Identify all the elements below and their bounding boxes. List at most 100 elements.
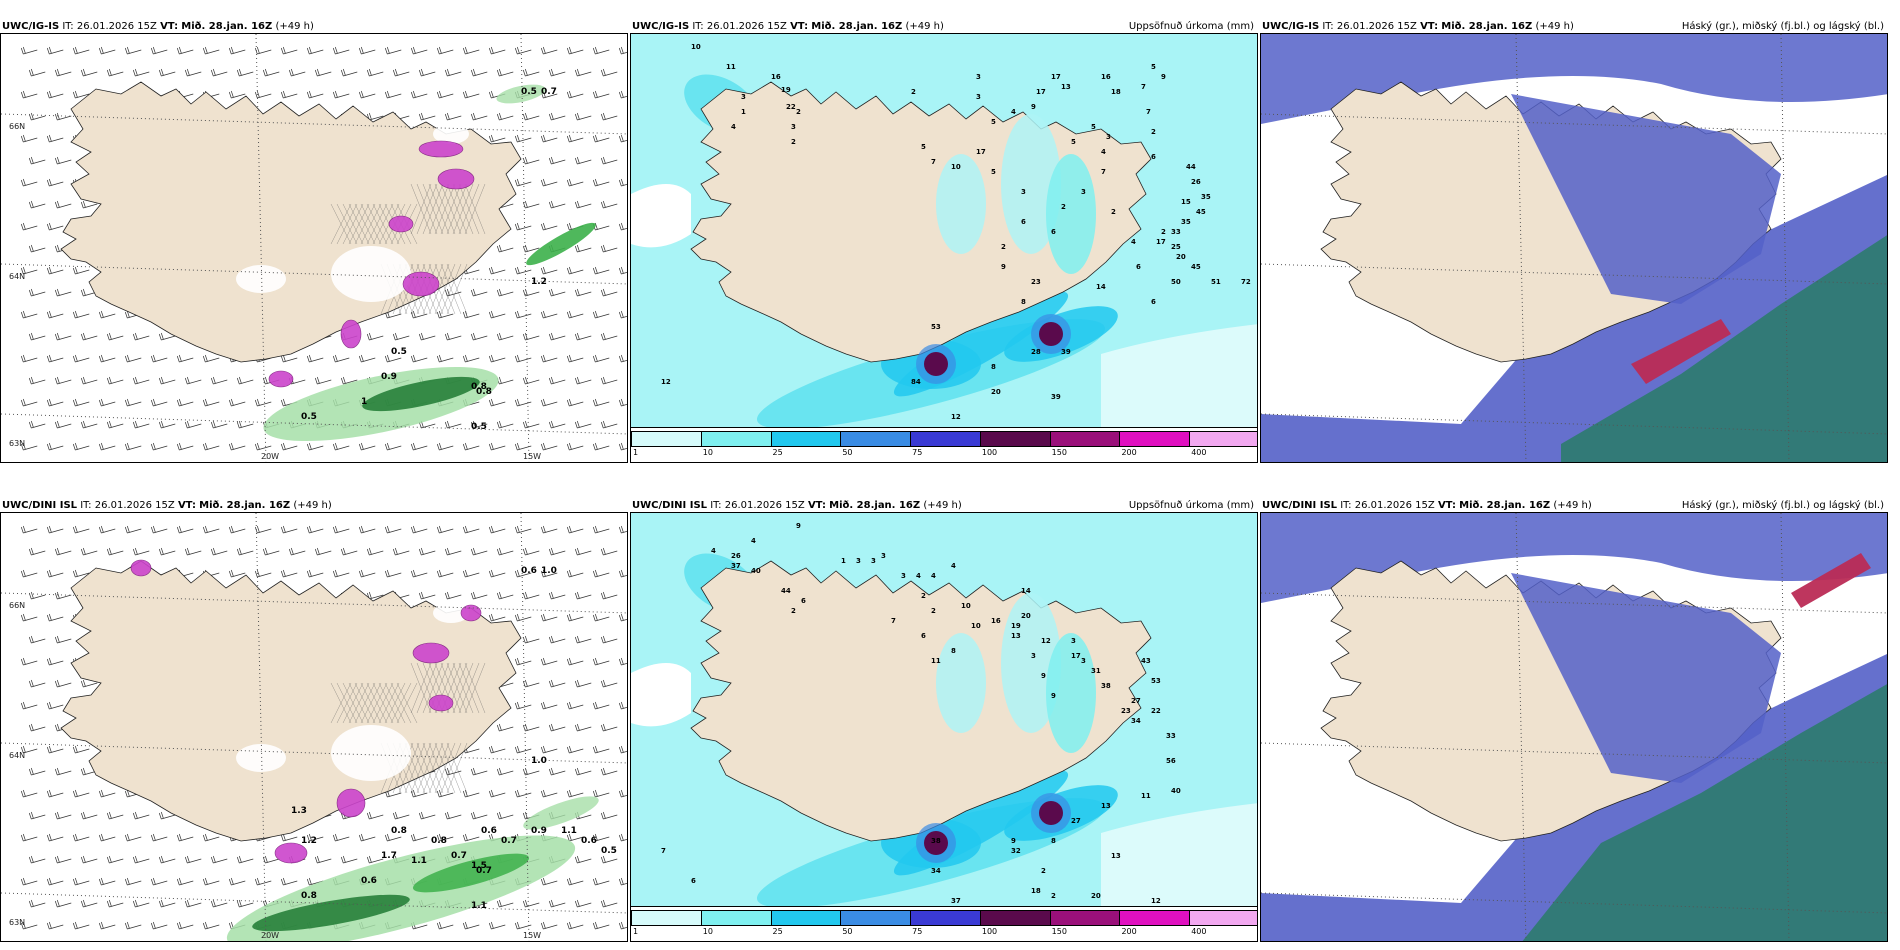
wind-barb: [254, 398, 272, 407]
wind-barb: [592, 613, 610, 622]
precip-value-label: 3: [1081, 657, 1086, 665]
precip-band: [936, 154, 986, 254]
wind-barb: [470, 420, 488, 429]
panel-wind-bottom: UWC/DINI ISL IT: 26.01.2026 15Z VT: Mið.…: [0, 497, 628, 942]
wind-barb: [540, 222, 558, 231]
wind-barb: [548, 635, 566, 644]
colorbar-swatches: [631, 910, 1257, 926]
precip-value-label: 5: [991, 118, 996, 126]
wind-barb: [488, 354, 506, 363]
wind-barb: [600, 332, 618, 341]
glacier: [433, 124, 469, 144]
wind-barb: [462, 921, 480, 930]
wind-map[interactable]: 66N 64N 63N 20W 15W 0.5 0.7 0.8 0.9 0.5 0.8 1 0.5 0.5…: [0, 33, 628, 463]
snow-area: [437, 168, 475, 190]
wind-barb: [28, 723, 46, 732]
wind-barb: [98, 46, 116, 55]
precip-value-label: 0.8: [391, 826, 407, 836]
precip-value-label: 1.0: [531, 756, 547, 766]
wind-barb: [384, 442, 402, 451]
wind-barb: [436, 310, 454, 319]
hatch-line: [416, 183, 438, 235]
precip-value-label: 10: [691, 43, 701, 51]
precip-value-label: 3: [1021, 188, 1026, 196]
graticule-line: [1261, 742, 1887, 764]
wind-barb: [618, 90, 627, 99]
hatch-line: [378, 682, 400, 724]
hatch-line: [396, 682, 418, 724]
graticule-label: 66N: [9, 122, 25, 131]
colorbar-tick: 25: [772, 927, 783, 936]
wind-barb: [436, 46, 454, 55]
colorbar-tick: 25: [772, 448, 783, 457]
cloud-map[interactable]: [1260, 33, 1888, 463]
wind-barb: [176, 877, 194, 886]
wind-barb: [600, 156, 618, 165]
wind-barb: [444, 811, 462, 820]
wind-barb: [540, 525, 558, 534]
precip-map[interactable]: 10 11 16 19 22 3 1 4 3 2 2 2 3 3 5 4 9 17 17 13 16 18 7 5 9 7 2 6 4 7…: [630, 33, 1258, 463]
wind-barb: [254, 442, 272, 451]
wind-barb: [540, 877, 558, 886]
wind-barb: [98, 442, 116, 451]
precip-value-label: 4: [731, 123, 736, 131]
precip-map[interactable]: 9 4 4 26 40 37 44 6 2 1 3 3 3 3 4 4 4 2 2 7 6 8 11 10 10 16 19 20 14…: [630, 512, 1258, 942]
wind-barb: [470, 547, 488, 556]
hatch-line: [330, 682, 352, 724]
graticule-line: [1261, 263, 1887, 285]
wind-barb: [306, 569, 324, 578]
hatch-line: [348, 682, 370, 724]
cloud-map[interactable]: [1260, 512, 1888, 942]
wind-barb: [592, 134, 610, 143]
precip-value-label: 53: [1151, 677, 1161, 685]
precip-value-label: 39: [1061, 348, 1071, 356]
colorbar-tick: 75: [912, 927, 923, 936]
hatch-line: [390, 682, 412, 724]
precip-value-label: 2: [1161, 228, 1166, 236]
wind-barb: [540, 745, 558, 754]
wind-barb: [46, 525, 64, 534]
wind-barb: [496, 899, 514, 908]
precip-value-label: 2: [921, 592, 926, 600]
wind-barb: [496, 723, 514, 732]
wind-barb: [574, 767, 592, 776]
wind-barb: [98, 354, 116, 363]
wind-barb: [496, 244, 514, 253]
wind-barb: [358, 569, 376, 578]
wind-barb: [54, 811, 72, 820]
wind-barb: [28, 547, 46, 556]
wind-barb: [20, 833, 38, 842]
wind-barb: [80, 200, 98, 209]
wind-barb: [124, 398, 142, 407]
wind-map[interactable]: 66N 64N 63N 20W 15W 0.6 1.0 1.5 1.7 0.8 0.7 0.6 0.8 1…: [0, 512, 628, 942]
precip-value-label: 8: [991, 363, 996, 371]
hatch-line: [360, 682, 382, 724]
wind-barb: [54, 112, 72, 121]
wind-barb: [314, 855, 332, 864]
wind-barb: [410, 46, 428, 55]
wind-barb: [574, 68, 592, 77]
wind-barb: [184, 68, 202, 77]
wind-barb: [80, 547, 98, 556]
colorbar-tick: 50: [842, 448, 853, 457]
wind-barb: [176, 354, 194, 363]
precip-value-label: 7: [661, 847, 666, 855]
precip-value-label: 35: [1201, 193, 1211, 201]
snow-area: [412, 642, 450, 664]
wind-barb: [514, 525, 532, 534]
hatch-line: [440, 742, 462, 794]
wind-barb: [106, 332, 124, 341]
graticule-line: [1261, 592, 1887, 614]
precip-value-label: 0.6: [581, 836, 597, 846]
wind-barb: [124, 442, 142, 451]
wind-barb: [54, 855, 72, 864]
wind-barb: [574, 723, 592, 732]
wind-barb: [522, 723, 540, 732]
glacier: [236, 265, 286, 293]
wind-barb: [210, 547, 228, 556]
precip-area: [412, 853, 530, 893]
wind-barb: [20, 90, 38, 99]
precip-value-label: 0.8: [471, 382, 487, 392]
wind-barb: [176, 525, 194, 534]
precip-value-label: 8: [1021, 298, 1026, 306]
